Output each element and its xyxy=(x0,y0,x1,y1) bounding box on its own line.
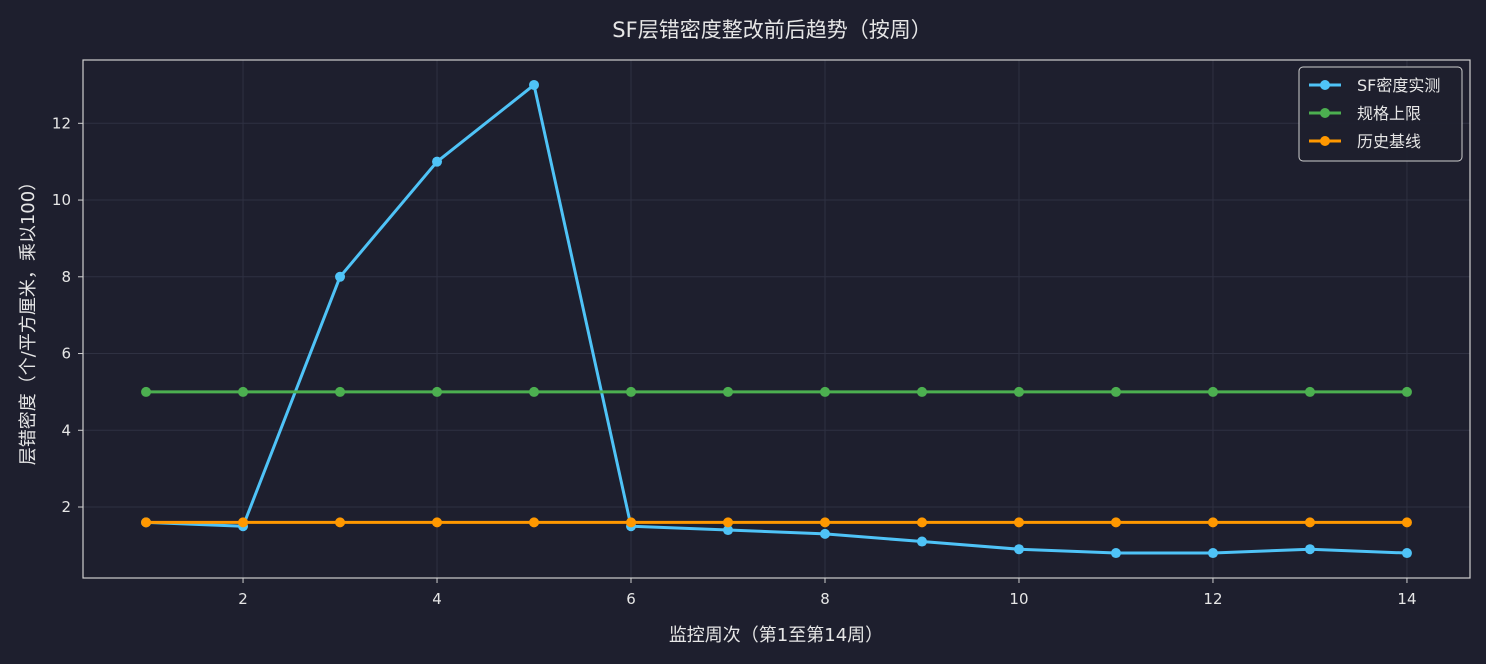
data-point-series-1 xyxy=(1013,386,1024,397)
x-tick-label: 8 xyxy=(820,590,830,608)
plot-frame xyxy=(82,59,1471,579)
x-tick-label: 12 xyxy=(1203,590,1222,608)
y-tick-label: 2 xyxy=(61,498,71,516)
data-point-series-0 xyxy=(1013,544,1024,555)
data-point-series-1 xyxy=(1110,386,1121,397)
x-tick-label: 2 xyxy=(238,590,248,608)
data-point-series-2 xyxy=(1013,517,1024,528)
data-point-series-2 xyxy=(335,517,346,528)
grid-layer xyxy=(83,60,1470,578)
data-point-series-0 xyxy=(1401,548,1412,559)
data-point-series-0 xyxy=(819,528,830,539)
data-point-series-2 xyxy=(819,517,830,528)
data-point-series-2 xyxy=(626,517,637,528)
series-layer xyxy=(141,79,1412,559)
y-tick-label: 6 xyxy=(61,345,71,363)
axis-layer: 2 4 6 8 10 12 14 2 4 6 8 10 12 xyxy=(52,59,1471,608)
data-point-series-1 xyxy=(1401,386,1412,397)
data-point-series-1 xyxy=(916,386,927,397)
data-point-series-0 xyxy=(723,525,734,536)
data-point-series-1 xyxy=(626,386,637,397)
series-line-0 xyxy=(144,83,1409,555)
data-point-series-2 xyxy=(1304,517,1315,528)
data-point-series-2 xyxy=(141,517,152,528)
data-point-series-2 xyxy=(529,517,540,528)
legend-label: 历史基线 xyxy=(1357,132,1421,151)
data-point-series-2 xyxy=(916,517,927,528)
data-point-series-1 xyxy=(335,386,346,397)
data-point-series-1 xyxy=(819,386,830,397)
data-point-series-0 xyxy=(1304,544,1315,555)
data-point-series-1 xyxy=(529,386,540,397)
legend-swatch-marker xyxy=(1320,136,1330,146)
data-point-series-1 xyxy=(1207,386,1218,397)
legend-box xyxy=(1298,66,1463,162)
data-point-series-1 xyxy=(432,386,443,397)
data-point-series-0 xyxy=(1110,548,1121,559)
y-tick-label: 8 xyxy=(61,268,71,286)
x-tick-label: 10 xyxy=(1009,590,1028,608)
y-tick-label: 4 xyxy=(61,421,71,439)
legend-label: 规格上限 xyxy=(1357,104,1421,123)
data-point-series-1 xyxy=(238,386,249,397)
data-point-series-2 xyxy=(723,517,734,528)
data-point-series-0 xyxy=(529,79,540,90)
data-point-series-2 xyxy=(1207,517,1218,528)
data-point-series-0 xyxy=(916,536,927,547)
x-tick-label: 4 xyxy=(432,590,442,608)
data-point-series-0 xyxy=(1207,548,1218,559)
data-point-series-1 xyxy=(723,386,734,397)
x-axis-label: 监控周次（第1至第14周） xyxy=(669,625,883,646)
data-point-series-1 xyxy=(141,386,152,397)
data-point-series-0 xyxy=(432,156,443,167)
y-tick-label: 10 xyxy=(52,191,71,209)
legend-swatch-marker xyxy=(1320,108,1330,118)
x-tick-label: 14 xyxy=(1397,590,1416,608)
data-point-series-2 xyxy=(1401,517,1412,528)
x-tick-label: 6 xyxy=(626,590,636,608)
data-point-series-2 xyxy=(1110,517,1121,528)
data-point-series-1 xyxy=(1304,386,1315,397)
y-axis-label: 层错密度（个/平方厘米，乘以100） xyxy=(18,173,39,465)
data-point-series-0 xyxy=(335,271,346,282)
data-point-series-2 xyxy=(432,517,443,528)
y-tick-label: 12 xyxy=(52,114,71,132)
data-point-series-2 xyxy=(238,517,249,528)
chart-title: SF层错密度整改前后趋势（按周） xyxy=(612,18,931,42)
legend-swatch-marker xyxy=(1320,80,1330,90)
legend-label: SF密度实测 xyxy=(1357,76,1440,95)
